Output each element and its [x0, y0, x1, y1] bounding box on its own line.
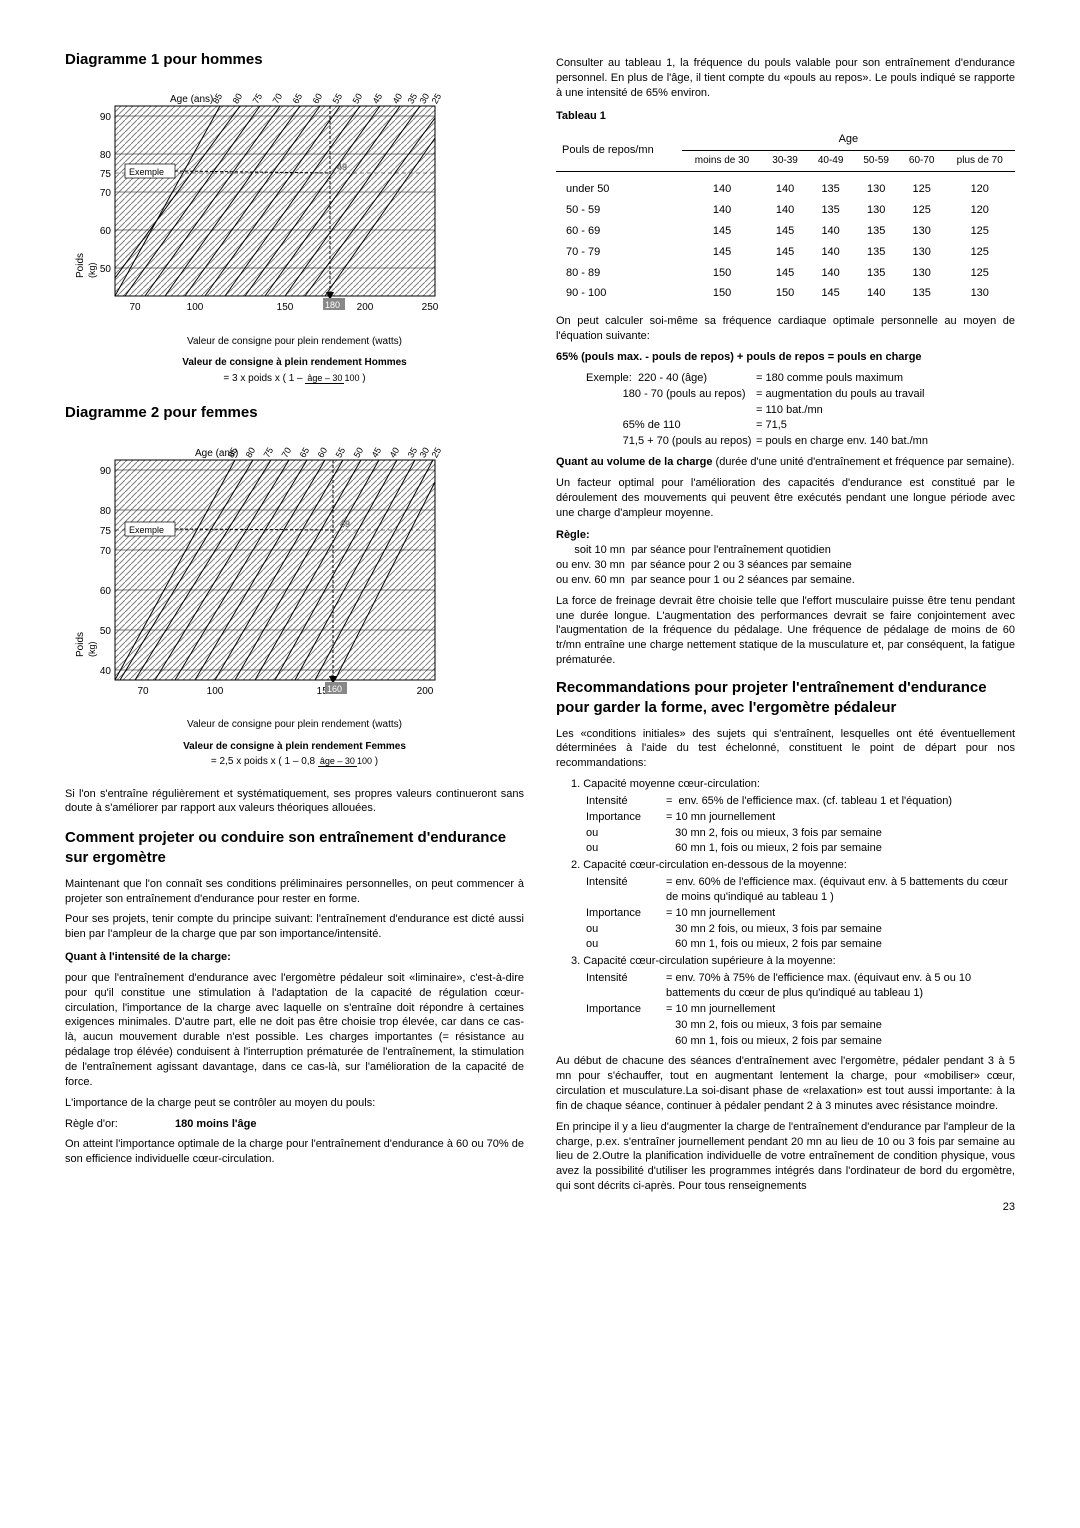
right-column: Consulter au tableau 1, la fréquence du …: [556, 50, 1015, 1215]
svg-text:100: 100: [187, 302, 204, 313]
svg-text:60: 60: [316, 445, 330, 459]
regle-head: Règle:: [556, 528, 1015, 543]
svg-text:50: 50: [351, 92, 365, 106]
chart-hommes: 90 80 75 70 60 50 70100150200250 8580757…: [65, 78, 524, 348]
svg-text:35: 35: [406, 445, 420, 459]
svg-text:75: 75: [100, 169, 112, 180]
svg-text:70: 70: [271, 92, 285, 106]
diagram2-title: Diagramme 2 pour femmes: [65, 403, 524, 423]
recommendations-list: 1. Capacité moyenne cœur-circulation:Int…: [556, 777, 1015, 1048]
regle-line: ou env. 60 mn par seance pour 1 ou 2 séa…: [556, 573, 1015, 588]
svg-text:70: 70: [137, 686, 149, 697]
svg-text:55: 55: [334, 445, 348, 459]
para: Consulter au tableau 1, la fréquence du …: [556, 56, 1015, 101]
svg-text:50: 50: [100, 626, 112, 637]
formula1: = 3 x poids x ( 1 – âge – 30100 ): [65, 372, 524, 386]
svg-text:200: 200: [417, 686, 434, 697]
svg-text:90: 90: [100, 466, 112, 477]
svg-text:55: 55: [331, 92, 345, 106]
tableau-1: Pouls de repos/mnAge moins de 3030-3940-…: [556, 129, 1015, 304]
svg-text:70: 70: [100, 188, 112, 199]
para: Quant au volume de la charge (durée d'un…: [556, 455, 1015, 470]
svg-text:Poids: Poids: [75, 631, 86, 656]
formula1-title: Valeur de consigne à plein rendement Hom…: [65, 356, 524, 370]
tableau-title: Tableau 1: [556, 109, 1015, 124]
svg-text:45: 45: [370, 445, 384, 459]
svg-text:70: 70: [100, 546, 112, 557]
left-column: Diagramme 1 pour hommes 90 80 75 70 60 5…: [65, 50, 524, 1215]
chart-femmes: 90 80 75 70 60 50 40 70100150200 8580757…: [65, 432, 524, 732]
svg-text:(kg): (kg): [87, 263, 97, 279]
chart1-caption: Valeur de consigne pour plein rendement …: [65, 335, 524, 349]
svg-text:80: 80: [100, 506, 112, 517]
subhead-intensite: Quant à l'intensité de la charge:: [65, 950, 524, 965]
regle-line: ou env. 30 mn par séance pour 2 ou 3 séa…: [556, 558, 1015, 573]
svg-text:80: 80: [244, 445, 258, 459]
svg-text:200: 200: [357, 302, 374, 313]
page-number: 23: [556, 1200, 1015, 1215]
para: Les «conditions initiales» des sujets qu…: [556, 727, 1015, 772]
svg-text:75: 75: [100, 526, 112, 537]
svg-text:100: 100: [207, 686, 224, 697]
svg-text:150: 150: [277, 302, 294, 313]
svg-text:30: 30: [418, 92, 432, 106]
section-recommandations: Recommandations pour projeter l'entraîne…: [556, 678, 1015, 719]
svg-text:80: 80: [231, 92, 245, 106]
svg-text:70: 70: [280, 445, 294, 459]
para: La force de freinage devrait être choisi…: [556, 594, 1015, 668]
regle-or: Règle d'or:180 moins l'âge: [65, 1117, 524, 1132]
para: pour que l'entraînement d'endurance avec…: [65, 971, 524, 1090]
formula2-title: Valeur de consigne à plein rendement Fem…: [65, 740, 524, 754]
svg-text:180: 180: [325, 300, 340, 310]
para: En principe il y a lieu d'augmenter la c…: [556, 1120, 1015, 1194]
chart2-caption: Valeur de consigne pour plein rendement …: [65, 718, 524, 732]
svg-text:50: 50: [352, 445, 366, 459]
svg-text:75: 75: [262, 445, 276, 459]
svg-text:80: 80: [100, 150, 112, 161]
svg-text:Exemple: Exemple: [129, 525, 164, 535]
svg-text:Exemple: Exemple: [129, 167, 164, 177]
para: Maintenant que l'on connaît ses conditio…: [65, 877, 524, 907]
svg-text:90: 90: [100, 112, 112, 123]
svg-text:49: 49: [337, 162, 347, 172]
para: L'importance de la charge peut se contrô…: [65, 1096, 524, 1111]
svg-text:25: 25: [430, 92, 444, 106]
svg-text:40: 40: [388, 445, 402, 459]
svg-text:250: 250: [422, 302, 439, 313]
para: On peut calculer soi-même sa fréquence c…: [556, 314, 1015, 344]
svg-text:49: 49: [340, 519, 350, 529]
svg-text:65: 65: [291, 92, 305, 106]
svg-text:75: 75: [251, 92, 265, 106]
svg-text:35: 35: [406, 92, 420, 106]
svg-text:50: 50: [100, 264, 112, 275]
regle-line: soit 10 mn par séance pour l'entraînemen…: [556, 543, 1015, 558]
svg-text:40: 40: [391, 92, 405, 106]
svg-text:60: 60: [100, 226, 112, 237]
para: On atteint l'importance optimale de la c…: [65, 1137, 524, 1167]
para: Au début de chacune des séances d'entraî…: [556, 1054, 1015, 1113]
svg-text:Age (ans): Age (ans): [195, 448, 238, 459]
svg-text:70: 70: [129, 302, 141, 313]
svg-text:(kg): (kg): [87, 641, 97, 657]
formula2: = 2,5 x poids x ( 1 – 0,8 âge – 30100 ): [65, 755, 524, 769]
svg-text:60: 60: [100, 586, 112, 597]
svg-text:160: 160: [327, 684, 342, 694]
equation: 65% (pouls max. - pouls de repos) + poul…: [556, 350, 1015, 365]
calc-example: Exemple: 220 - 40 (âge)= 180 comme pouls…: [556, 371, 1015, 449]
svg-text:60: 60: [311, 92, 325, 106]
diagram1-title: Diagramme 1 pour hommes: [65, 50, 524, 70]
svg-text:Poids: Poids: [75, 253, 86, 278]
section-comment: Comment projeter ou conduire son entraîn…: [65, 828, 524, 869]
para: Si l'on s'entraîne régulièrement et syst…: [65, 787, 524, 817]
svg-text:Age (ans): Age (ans): [170, 94, 213, 105]
para: Un facteur optimal pour l'amélioration d…: [556, 476, 1015, 521]
svg-text:65: 65: [298, 445, 312, 459]
svg-text:40: 40: [100, 666, 112, 677]
svg-text:45: 45: [371, 92, 385, 106]
para: Pour ses projets, tenir compte du princi…: [65, 912, 524, 942]
svg-text:25: 25: [430, 445, 444, 459]
svg-text:30: 30: [418, 445, 432, 459]
